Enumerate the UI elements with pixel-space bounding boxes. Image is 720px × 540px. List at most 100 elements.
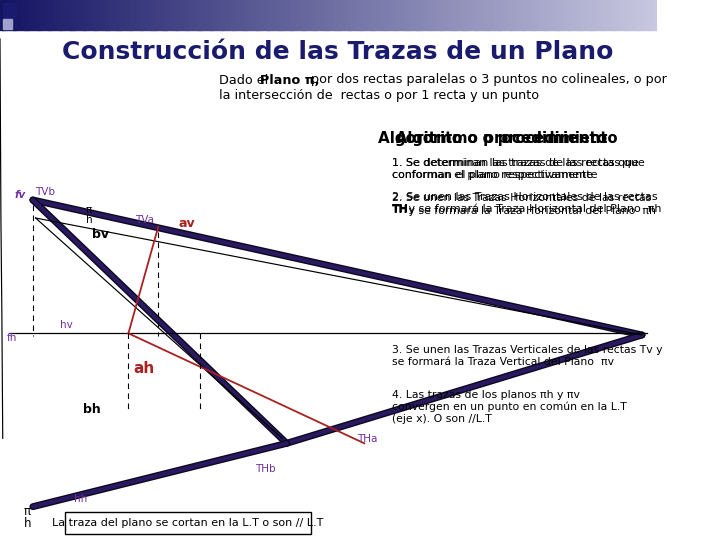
Bar	[131, 0, 134, 30]
Bar	[3, 19, 12, 29]
Bar	[217, 0, 220, 30]
Bar	[545, 0, 548, 30]
Bar	[156, 0, 158, 30]
Bar	[228, 0, 230, 30]
Text: 3. Se unen las Trazas Verticales de las rectas Tv y: 3. Se unen las Trazas Verticales de las …	[392, 345, 663, 355]
Bar	[561, 0, 563, 30]
Bar	[602, 0, 605, 30]
Bar	[456, 0, 458, 30]
Bar	[506, 0, 508, 30]
Bar	[261, 0, 264, 30]
Text: 1. Se determinan las trazas de las rectas que: 1. Se determinan las trazas de las recta…	[392, 158, 645, 168]
Bar	[355, 0, 357, 30]
Bar	[482, 0, 485, 30]
Bar	[423, 0, 426, 30]
Bar	[390, 0, 392, 30]
Bar	[315, 0, 318, 30]
Text: ah: ah	[133, 361, 155, 376]
Bar	[405, 0, 408, 30]
Bar	[637, 0, 640, 30]
Bar	[351, 0, 353, 30]
Bar	[206, 0, 209, 30]
Bar	[136, 0, 138, 30]
Bar	[425, 0, 428, 30]
Text: y se formará la Traza Horizontal del Plano  πh: y se formará la Traza Horizontal del Pla…	[405, 205, 656, 215]
Bar	[570, 0, 572, 30]
Bar	[429, 0, 432, 30]
Bar	[572, 0, 574, 30]
Bar	[598, 0, 600, 30]
Bar	[587, 0, 590, 30]
Bar	[145, 0, 147, 30]
Bar	[24, 0, 27, 30]
Bar	[107, 0, 110, 30]
Bar	[320, 0, 323, 30]
Text: Algoritmo o procedimiento: Algoritmo o procedimiento	[378, 131, 607, 145]
Bar	[189, 0, 191, 30]
Bar	[250, 0, 252, 30]
Text: TVa: TVa	[135, 215, 153, 225]
Bar	[265, 0, 268, 30]
Bar	[44, 0, 47, 30]
Bar	[471, 0, 474, 30]
Bar	[118, 0, 121, 30]
Bar	[219, 0, 222, 30]
Bar	[526, 0, 528, 30]
Bar	[348, 0, 351, 30]
Bar	[440, 0, 443, 30]
Bar	[151, 0, 154, 30]
Text: hh: hh	[74, 494, 87, 504]
Bar	[26, 0, 29, 30]
Bar	[230, 0, 233, 30]
Bar	[578, 0, 581, 30]
Text: THb: THb	[255, 464, 275, 474]
Bar	[650, 0, 653, 30]
Text: THa: THa	[357, 434, 377, 444]
Bar	[324, 0, 327, 30]
Bar	[333, 0, 336, 30]
Bar	[408, 0, 410, 30]
Bar	[648, 0, 651, 30]
Bar	[252, 0, 254, 30]
Bar	[385, 0, 388, 30]
Bar	[186, 0, 189, 30]
Bar	[366, 0, 369, 30]
Bar	[78, 0, 81, 30]
Bar	[534, 0, 537, 30]
Bar	[234, 0, 237, 30]
Bar	[341, 0, 344, 30]
Bar	[278, 0, 281, 30]
Bar	[120, 0, 123, 30]
Bar	[480, 0, 482, 30]
Text: fh: fh	[6, 333, 17, 343]
Bar	[153, 0, 156, 30]
Bar	[193, 0, 195, 30]
Bar	[0, 0, 3, 30]
Bar	[595, 0, 598, 30]
Bar	[473, 0, 476, 30]
Bar	[536, 0, 539, 30]
Bar	[519, 0, 521, 30]
Bar	[313, 0, 316, 30]
Bar	[318, 0, 320, 30]
Bar	[164, 0, 167, 30]
Bar	[446, 0, 449, 30]
Bar	[61, 0, 64, 30]
Bar	[254, 0, 256, 30]
Bar	[33, 0, 35, 30]
Bar	[357, 0, 359, 30]
Bar	[248, 0, 250, 30]
Bar	[3, 3, 17, 18]
Bar	[175, 0, 178, 30]
Bar	[173, 0, 176, 30]
Text: 2. Se unen las Trazas Horizontales de las rectas: 2. Se unen las Trazas Horizontales de la…	[392, 192, 658, 202]
Bar	[547, 0, 550, 30]
Bar	[191, 0, 193, 30]
Bar	[370, 0, 373, 30]
Bar	[271, 0, 274, 30]
Bar	[543, 0, 546, 30]
Bar	[302, 0, 305, 30]
Text: TVb: TVb	[35, 187, 55, 197]
Bar	[539, 0, 541, 30]
Bar	[50, 0, 53, 30]
